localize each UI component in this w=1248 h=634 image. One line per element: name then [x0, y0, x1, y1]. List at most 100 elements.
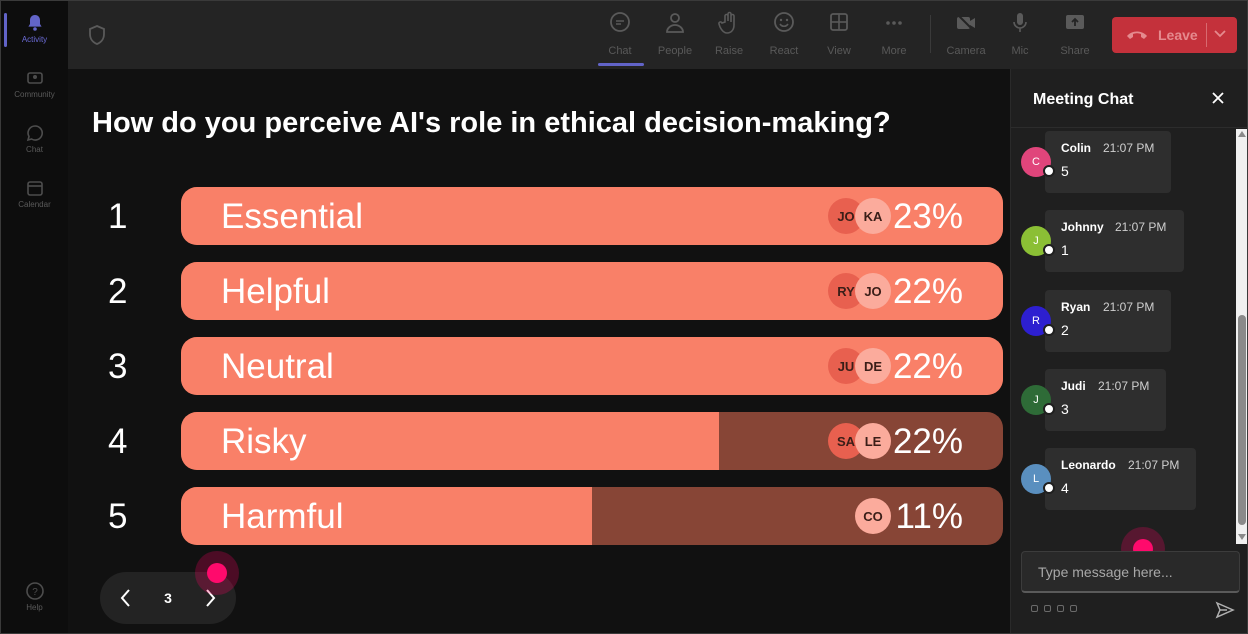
chat-header-divider — [1011, 127, 1247, 128]
message-author: Ryan — [1061, 300, 1091, 314]
toolbar-chat-button[interactable]: Chat — [592, 11, 648, 57]
chevron-left-icon[interactable] — [120, 588, 132, 608]
active-tab-indicator — [598, 63, 644, 66]
toolbar-more-label: More — [881, 45, 907, 57]
hang-up-icon — [1127, 31, 1147, 39]
rail-item-community[interactable]: Community — [1, 68, 68, 99]
toolbar-share-label: Share — [1060, 45, 1090, 57]
message-time: 21:07 PM — [1103, 141, 1155, 155]
message-bubble: Colin 21:07 PM 5 — [1045, 131, 1171, 193]
page-number: 3 — [164, 590, 172, 606]
message-text: 4 — [1061, 480, 1069, 496]
option-number: 5 — [108, 497, 128, 536]
scroll-down-arrow[interactable] — [1238, 534, 1246, 540]
option-bar: Neutral JU DE 22% — [181, 337, 1003, 395]
option-percent: 11% — [895, 497, 963, 536]
message-author: Colin — [1061, 141, 1091, 155]
voter-avatar: LE — [855, 423, 891, 459]
chat-message: Judi 21:07 PM 3 J — [1019, 369, 1233, 433]
voter-avatar: JO — [855, 273, 891, 309]
voter-avatar: DE — [855, 348, 891, 384]
author-avatar: J — [1021, 226, 1051, 256]
presence-status-icon — [1043, 324, 1055, 336]
toolbar-react-label: React — [769, 45, 799, 57]
scroll-up-arrow[interactable] — [1238, 131, 1246, 137]
camera-off-icon — [957, 14, 975, 32]
option-percent: 22% — [892, 272, 963, 311]
chat-scrollbar[interactable] — [1236, 129, 1247, 544]
svg-text:?: ? — [32, 587, 38, 598]
leave-label: Leave — [1158, 27, 1198, 43]
chat-message-input[interactable] — [1021, 551, 1240, 593]
leave-button[interactable]: Leave — [1112, 17, 1237, 53]
message-text: 1 — [1061, 242, 1069, 258]
option-label: Essential — [221, 197, 364, 236]
toolbar-share-button[interactable]: Share — [1047, 11, 1103, 57]
toolbar-more-button[interactable]: More — [866, 11, 922, 57]
community-icon — [26, 72, 43, 84]
toolbar-camera-button[interactable]: Camera — [938, 11, 994, 57]
toolbar-view-label: View — [827, 45, 851, 57]
voter-avatar: CO — [855, 498, 891, 534]
grid-view-icon — [830, 13, 848, 31]
chat-icon — [26, 125, 43, 142]
message-bubble: Ryan 21:07 PM 2 — [1045, 290, 1171, 352]
option-label: Neutral — [221, 347, 334, 386]
smiley-icon — [774, 12, 794, 32]
poll-option: 2 Helpful RY JO 22% — [68, 262, 1010, 322]
toolbar-divider — [930, 15, 931, 53]
toolbar-mic-button[interactable]: Mic — [992, 11, 1048, 57]
app-rail: Activity Community Chat Calendar ? Help — [1, 1, 68, 633]
chevron-down-icon[interactable] — [1214, 29, 1226, 39]
toolbar-people-button[interactable]: People — [647, 11, 703, 57]
toolbar-react-button[interactable]: React — [756, 11, 812, 57]
message-author: Judi — [1061, 379, 1086, 393]
chevron-right-icon[interactable] — [204, 588, 216, 608]
emoji-icon[interactable] — [1057, 605, 1064, 612]
presence-status-icon — [1043, 244, 1055, 256]
rail-item-label: Chat — [26, 145, 43, 154]
presence-status-icon — [1043, 482, 1055, 494]
send-icon[interactable] — [1215, 601, 1235, 619]
toolbar-view-button[interactable]: View — [811, 11, 867, 57]
rail-item-calendar[interactable]: Calendar — [1, 178, 68, 209]
meeting-toolbar: Chat People Raise React View More Camera — [68, 1, 1247, 69]
message-author: Johnny — [1061, 220, 1104, 234]
gif-icon[interactable] — [1070, 605, 1077, 612]
rail-item-activity[interactable]: Activity — [1, 13, 68, 44]
raise-hand-icon — [718, 11, 735, 34]
message-text: 5 — [1061, 163, 1069, 179]
message-bubble: Judi 21:07 PM 3 — [1045, 369, 1166, 431]
more-icon — [886, 21, 902, 25]
rail-item-chat[interactable]: Chat — [1, 123, 68, 154]
chat-panel-title: Meeting Chat — [1033, 91, 1134, 108]
attach-icon[interactable] — [1044, 605, 1051, 612]
message-bubble: Johnny 21:07 PM 1 — [1045, 210, 1184, 272]
toolbar-people-label: People — [657, 45, 693, 57]
rail-item-help[interactable]: ? Help — [1, 581, 68, 612]
message-author: Leonardo — [1061, 458, 1116, 472]
shield-icon[interactable] — [88, 25, 106, 45]
rail-item-label: Help — [26, 603, 43, 612]
option-label: Harmful — [221, 497, 344, 536]
toolbar-mic-label: Mic — [1011, 45, 1029, 57]
scrollbar-thumb[interactable] — [1238, 315, 1246, 525]
option-bar: Helpful RY JO 22% — [181, 262, 1003, 320]
toolbar-raise-button[interactable]: Raise — [701, 11, 757, 57]
format-icon[interactable] — [1031, 605, 1038, 612]
option-number: 3 — [108, 347, 128, 386]
bell-icon — [27, 15, 42, 31]
message-time: 21:07 PM — [1103, 300, 1155, 314]
message-time: 21:07 PM — [1128, 458, 1180, 472]
close-icon[interactable] — [1211, 91, 1225, 105]
option-number: 2 — [108, 272, 128, 311]
toolbar-camera-label: Camera — [946, 45, 986, 57]
message-time: 21:07 PM — [1115, 220, 1167, 234]
option-bar-fill — [181, 487, 592, 545]
calendar-icon — [26, 181, 43, 196]
chat-icon — [610, 12, 630, 32]
poll-option: 4 Risky SA LE 22% — [68, 412, 1010, 472]
poll-option: 3 Neutral JU DE 22% — [68, 337, 1010, 397]
poll-option: 1 Essential JO KA 23% — [68, 187, 1010, 247]
